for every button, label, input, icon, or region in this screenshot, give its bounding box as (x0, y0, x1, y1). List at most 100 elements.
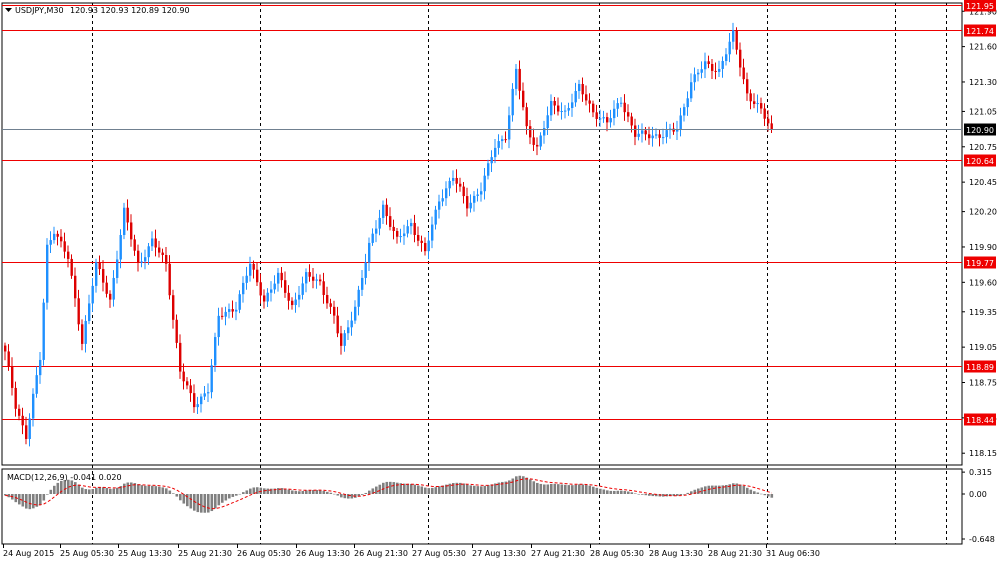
macd-bar-47 (168, 490, 172, 494)
candle-107 (378, 209, 381, 236)
candle-106 (375, 220, 378, 243)
candle-154 (543, 120, 546, 144)
candle-168 (592, 100, 595, 118)
candle-body-2 (11, 366, 14, 388)
candle-body-88 (312, 276, 315, 281)
candle-68 (242, 276, 245, 303)
candle-100 (354, 300, 357, 324)
candle-body-122 (431, 224, 434, 241)
candle-14 (53, 226, 56, 244)
candle-94 (333, 300, 336, 324)
candle-170 (599, 109, 602, 127)
macd-bar-52 (186, 494, 189, 507)
candle-body-27 (98, 262, 101, 270)
macd-bar-116 (410, 483, 413, 494)
candle-90 (319, 274, 322, 286)
dropdown-triangle-icon[interactable] (5, 8, 12, 12)
macd-bar-160 (564, 484, 567, 494)
macd-bar-156 (550, 483, 553, 494)
candle-body-3 (14, 387, 17, 409)
candle-body-180 (634, 125, 637, 137)
candle-85 (301, 276, 304, 300)
macd-bar-215 (756, 492, 760, 494)
candle-body-105 (371, 233, 374, 243)
candle-38 (137, 244, 140, 272)
macd-bar-172 (606, 490, 609, 494)
macd-bar-107 (378, 484, 382, 494)
candle-body-199 (700, 69, 703, 73)
candle-body-135 (476, 194, 479, 196)
candle-73 (259, 273, 262, 304)
macd-bar-207 (728, 484, 732, 494)
candle-191 (672, 122, 675, 135)
macd-bar-142 (501, 481, 504, 494)
candle-body-166 (585, 94, 588, 101)
candle-body-163 (574, 90, 577, 103)
candle-body-96 (340, 333, 343, 346)
candle-20 (74, 267, 77, 307)
candle-body-83 (294, 299, 297, 306)
candle-body-217 (763, 108, 766, 119)
candle-body-28 (102, 269, 105, 283)
candle-body-22 (81, 324, 84, 344)
candle-162 (571, 93, 574, 117)
candle-body-31 (112, 277, 115, 300)
candle-210 (739, 42, 742, 77)
macd-bar-180 (634, 493, 637, 494)
candle-body-156 (550, 100, 553, 116)
candle-217 (763, 103, 766, 126)
candle-198 (697, 69, 700, 82)
candle-155 (546, 106, 549, 136)
macd-bar-65 (231, 494, 235, 497)
macd-bar-78 (277, 488, 280, 494)
candle-body-98 (347, 327, 350, 334)
candle-body-121 (427, 240, 430, 252)
macd-bar-164 (578, 484, 581, 494)
macd-bar-21 (77, 484, 81, 494)
macd-bar-82 (291, 490, 294, 494)
candle-189 (665, 121, 668, 144)
candle-202 (711, 59, 714, 79)
candle-body-29 (105, 282, 108, 294)
macd-bar-38 (137, 484, 140, 494)
candle-body-55 (196, 404, 199, 408)
candle-body-181 (637, 133, 640, 137)
candle-153 (539, 132, 542, 151)
candle-53 (189, 379, 192, 402)
candle-196 (690, 73, 693, 102)
x-tick-9: 27 Aug 21:30 (531, 549, 585, 558)
candle-45 (161, 248, 164, 263)
candle-84 (298, 286, 301, 308)
macd-bar-144 (508, 480, 511, 494)
macd-bar-101 (357, 494, 361, 497)
candle-body-10 (39, 359, 42, 376)
candle-body-123 (434, 209, 437, 225)
candle-body-137 (483, 175, 486, 192)
candle-body-126 (445, 188, 448, 199)
macd-bar-76 (270, 488, 273, 494)
candle-body-150 (529, 126, 532, 138)
macd-bar-94 (333, 493, 336, 495)
macd-bar-33 (119, 486, 123, 494)
candle-190 (669, 123, 672, 139)
macd-bar-84 (298, 491, 301, 494)
candle-78 (277, 268, 280, 292)
candle-body-46 (165, 255, 168, 264)
candle-99 (350, 311, 353, 336)
candle-body-165 (581, 83, 584, 95)
macd-bar-72 (256, 487, 259, 494)
candle-146 (515, 63, 518, 96)
candle-body-95 (336, 315, 339, 334)
macd-bar-209 (735, 483, 739, 494)
macd-bar-57 (203, 494, 207, 513)
candle-body-52 (186, 381, 189, 386)
candle-40 (144, 249, 147, 270)
macd-bar-145 (511, 478, 515, 494)
candle-body-18 (67, 251, 70, 259)
macd-bar-204 (718, 485, 721, 494)
macd-bar-110 (389, 481, 392, 494)
macd-bar-193 (679, 494, 683, 496)
candle-body-144 (508, 115, 511, 140)
macd-bar-51 (182, 494, 186, 504)
